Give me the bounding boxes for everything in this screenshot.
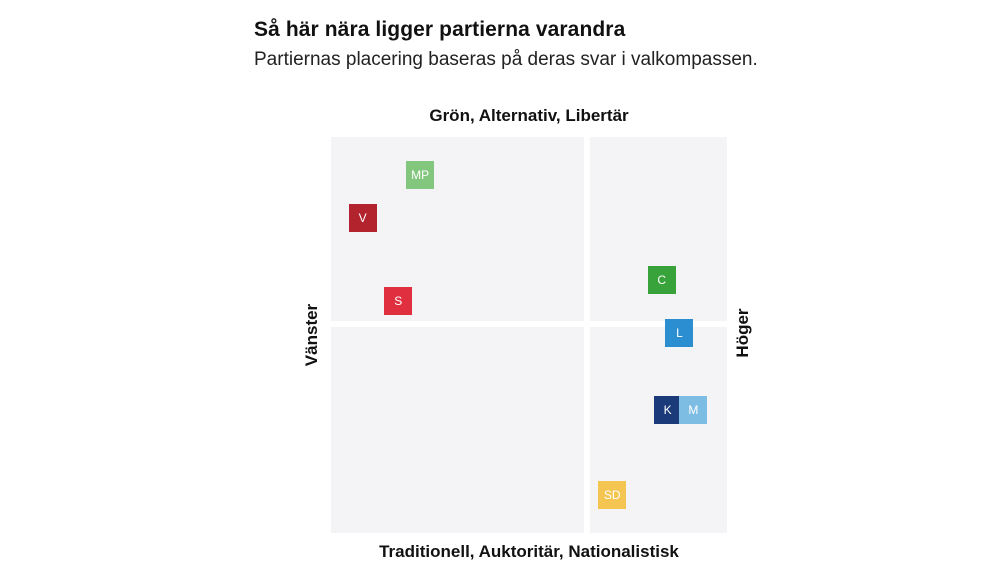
party-marker-sd[interactable]: SD <box>598 481 627 510</box>
party-marker-c[interactable]: C <box>647 265 676 294</box>
party-marker-mp[interactable]: MP <box>406 160 435 189</box>
party-marker-m[interactable]: M <box>679 396 708 425</box>
party-marker-l[interactable]: L <box>665 319 694 348</box>
axis-label-bottom: Traditionell, Auktoritär, Nationalistisk <box>379 542 679 561</box>
quadrant-bottom-left <box>331 327 584 533</box>
party-marker-k[interactable]: K <box>653 396 682 425</box>
chart-subtitle: Partiernas placering baseras på deras sv… <box>254 49 758 70</box>
party-marker-v[interactable]: V <box>348 204 377 233</box>
party-marker-s[interactable]: S <box>384 287 413 316</box>
axis-label-right: Höger <box>733 308 752 358</box>
plot-area: MP V S C L K M SD <box>331 137 727 533</box>
axis-label-top: Grön, Alternativ, Libertär <box>429 106 629 125</box>
axis-label-left: Vänster <box>302 303 321 367</box>
chart-title: Så här nära ligger partierna varandra <box>254 18 626 41</box>
